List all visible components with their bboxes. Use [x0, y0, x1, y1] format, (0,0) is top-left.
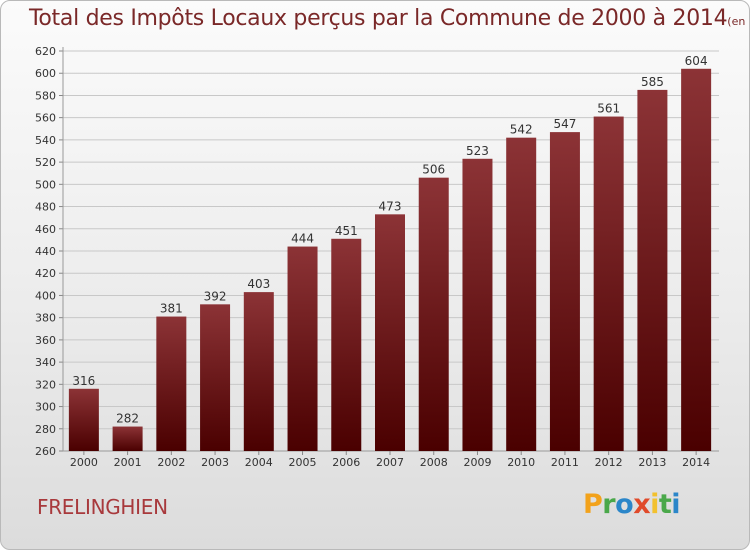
y-tick-labels: 260 280 300 320 340 360 380 400 420 440 460 480 500 5… — [35, 45, 56, 458]
logo-letter: x — [633, 489, 651, 520]
bar-2000 — [68, 388, 99, 451]
y-tick-label: 580 — [35, 89, 56, 102]
x-tick-label: 2001 — [114, 456, 142, 469]
bar-2005 — [287, 246, 318, 451]
logo-letter: i — [650, 489, 659, 520]
bars — [68, 68, 712, 452]
y-tick-label: 560 — [35, 112, 56, 125]
value-label: 523 — [466, 144, 489, 158]
value-label: 444 — [291, 232, 314, 246]
logo-letter: P — [583, 489, 603, 520]
y-tick-label: 620 — [35, 45, 56, 58]
x-tick-label: 2004 — [245, 456, 273, 469]
x-tick-labels: 2000 2001 2002 2003 2004 2005 2006 2007 2008 2009… — [70, 456, 710, 469]
x-tick-label: 2003 — [201, 456, 229, 469]
y-tick-label: 500 — [35, 178, 56, 191]
y-tick-label: 460 — [35, 223, 56, 236]
y-tick-label: 400 — [35, 289, 56, 302]
y-tick-label: 480 — [35, 201, 56, 214]
chart-title: Total des Impôts Locaux perçus par la Co… — [29, 6, 749, 31]
logo-letter: o — [615, 489, 634, 520]
title-main: Total des Impôts Locaux perçus par la Co… — [29, 6, 728, 31]
bar-2010 — [506, 137, 537, 451]
bar-2013 — [637, 89, 668, 451]
y-tick-label: 280 — [35, 423, 56, 436]
value-label: 542 — [510, 123, 533, 137]
value-label: 561 — [597, 102, 620, 116]
y-tick-label: 380 — [35, 312, 56, 325]
commune-name: FRELINGHIEN — [37, 495, 168, 519]
x-tick-label: 2012 — [595, 456, 623, 469]
y-tick-label: 360 — [35, 334, 56, 347]
x-tick-label: 2002 — [157, 456, 185, 469]
x-tick-label: 2009 — [463, 456, 491, 469]
value-label: 451 — [335, 224, 358, 238]
value-label: 506 — [422, 163, 445, 177]
y-tick-label: 300 — [35, 401, 56, 414]
value-label: 392 — [204, 289, 227, 303]
title-unit: (en milliers d'€) — [727, 15, 749, 28]
bar-2012 — [593, 116, 624, 452]
y-tick-label: 440 — [35, 245, 56, 258]
bar-2009 — [462, 158, 493, 451]
logo-letter: r — [602, 489, 616, 520]
bar-2014 — [681, 68, 712, 452]
y-tick-label: 320 — [35, 378, 56, 391]
bar-2008 — [418, 177, 449, 451]
x-tick-label: 2013 — [638, 456, 666, 469]
bar-2002 — [156, 316, 187, 451]
x-tick-label: 2005 — [289, 456, 317, 469]
x-tick-label: 2000 — [70, 456, 98, 469]
logo-letter: t — [658, 489, 672, 520]
bar-2004 — [243, 292, 274, 451]
bar-2007 — [375, 214, 405, 451]
y-tick-label: 340 — [35, 356, 56, 369]
y-tick-label: 520 — [35, 156, 56, 169]
bar-2003 — [200, 304, 231, 451]
x-tick-label: 2008 — [420, 456, 448, 469]
value-label: 473 — [379, 199, 402, 213]
value-label: 381 — [160, 302, 183, 316]
value-label: 316 — [72, 374, 95, 388]
value-label: 604 — [685, 54, 708, 68]
x-tick-label: 2007 — [376, 456, 404, 469]
value-label: 585 — [641, 75, 664, 89]
x-tick-label: 2014 — [682, 456, 710, 469]
x-tick-label: 2006 — [332, 456, 360, 469]
y-tick-label: 260 — [35, 445, 56, 458]
x-tick-label: 2010 — [507, 456, 535, 469]
bar-2006 — [331, 238, 362, 451]
bar-2001 — [112, 426, 143, 451]
y-tick-label: 600 — [35, 67, 56, 80]
y-tick-label: 540 — [35, 134, 56, 147]
proxiti-logo[interactable]: Proxiti — [583, 489, 681, 520]
bar-2011 — [549, 132, 580, 451]
value-label: 282 — [116, 412, 139, 426]
value-labels: 316 282 381 392 403 444 451 473 506 523 542 547 561 5… — [72, 54, 707, 426]
y-tick-label: 420 — [35, 267, 56, 280]
logo-letter: i — [671, 489, 681, 520]
value-label: 547 — [553, 117, 576, 131]
x-tick-label: 2011 — [551, 456, 579, 469]
value-label: 403 — [247, 277, 270, 291]
